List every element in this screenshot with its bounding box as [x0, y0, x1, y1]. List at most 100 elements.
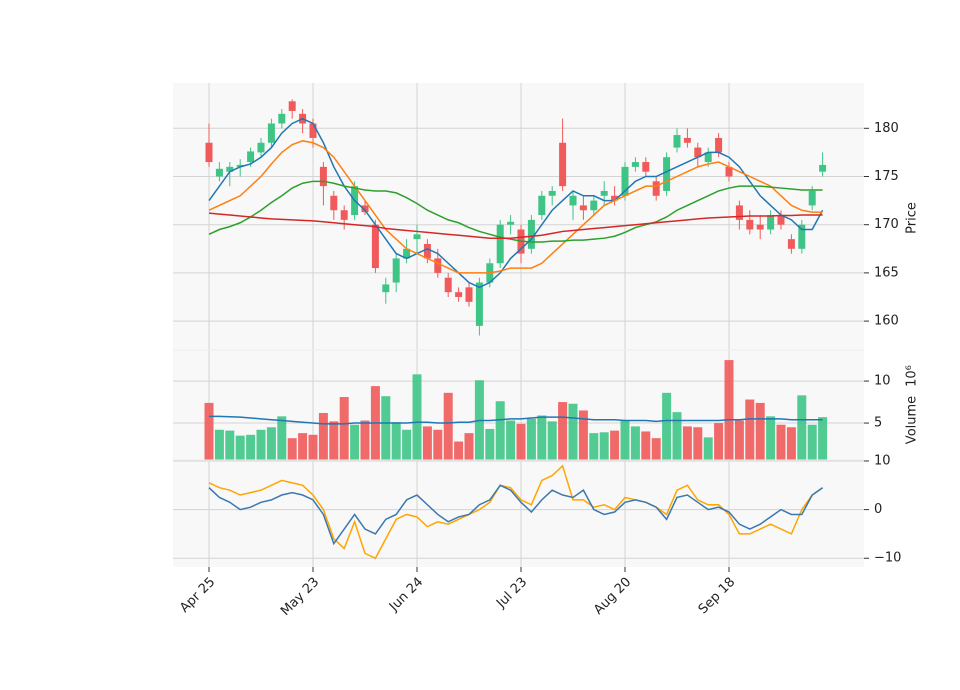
volume-bar — [402, 429, 412, 460]
candle-body — [423, 243, 431, 259]
candle-body — [236, 164, 244, 167]
x-tick-label: May 23 — [278, 575, 322, 619]
volume-bar — [641, 431, 651, 460]
y-tick-label: 0 — [874, 502, 882, 517]
x-tick-label: Jul 23 — [493, 575, 530, 612]
candle-body — [631, 162, 639, 167]
volume-bar — [662, 392, 672, 460]
volume-bar — [807, 424, 817, 460]
candle-body — [715, 137, 723, 153]
volume-bar — [266, 427, 276, 460]
y-tick-label: 165 — [874, 265, 899, 280]
volume-bar — [526, 418, 536, 460]
y-tick-label: 10 — [874, 374, 891, 389]
candle-body — [642, 162, 650, 172]
candle-body — [569, 195, 577, 206]
volume-bar — [214, 429, 224, 460]
volume-bar — [568, 403, 578, 460]
volume-bar — [225, 430, 235, 460]
volume-bar — [339, 397, 349, 460]
y-tick-label: 180 — [874, 121, 899, 136]
candle-body — [777, 215, 785, 225]
volume-bar — [589, 433, 599, 460]
volume-bar — [672, 412, 682, 460]
candle-body — [600, 190, 608, 196]
candle-body — [288, 101, 296, 111]
moving-average-line — [208, 140, 823, 274]
candle-body — [507, 221, 515, 225]
candle-body — [309, 123, 317, 138]
volume-bar — [797, 395, 807, 460]
candle-body — [663, 157, 671, 191]
candle-body — [444, 277, 452, 293]
volume-bar — [599, 432, 609, 460]
moving-average-line — [208, 180, 823, 243]
volume-bar — [776, 424, 786, 460]
volume-bar — [755, 402, 765, 460]
candle-body — [434, 258, 442, 273]
volume-bar — [287, 438, 297, 460]
candle-body — [683, 137, 691, 143]
volume-bar — [308, 434, 318, 460]
candle-body — [361, 205, 369, 213]
volume-bar — [464, 433, 474, 460]
volume-bar — [766, 416, 776, 460]
volume-bar — [610, 430, 620, 460]
volume-bar — [235, 435, 245, 460]
candle-body — [704, 152, 712, 163]
y-tick-label: 170 — [874, 217, 899, 232]
volume-bar — [485, 428, 495, 460]
candle-body — [527, 219, 535, 249]
candle-body — [725, 166, 733, 177]
volume-bar — [703, 437, 713, 460]
volume-bar — [693, 427, 703, 460]
candle-body — [413, 234, 421, 240]
candle-body — [330, 195, 338, 211]
volume-bar — [818, 417, 828, 460]
candle-body — [611, 195, 619, 201]
volume-bar — [412, 374, 422, 460]
volume-bar — [256, 429, 266, 460]
candle-body — [548, 190, 556, 196]
candle-body — [621, 166, 629, 196]
volume-bar — [422, 426, 432, 460]
candle-body — [226, 166, 234, 172]
volume-bar — [360, 420, 370, 460]
candle-body — [215, 168, 223, 177]
candle-body — [257, 142, 265, 153]
volume-bar — [558, 402, 568, 460]
volume-bar — [350, 424, 360, 460]
candle-body — [455, 292, 463, 297]
volume-bar — [381, 396, 391, 460]
volume-bar — [724, 360, 734, 460]
oscillator-line — [208, 484, 824, 546]
candle-body — [382, 284, 390, 293]
volume-bar — [298, 433, 308, 460]
candle-body — [756, 224, 764, 230]
candle-body — [819, 164, 827, 172]
volume-bar — [506, 420, 516, 460]
volume-bar — [578, 410, 588, 460]
volume-bar — [786, 427, 796, 460]
moving-average-line — [208, 212, 823, 239]
candle-body — [371, 224, 379, 269]
volume-offset-label: 10⁶ — [905, 365, 920, 387]
volume-bar — [433, 429, 443, 460]
candle-body — [559, 142, 567, 187]
candle-body — [267, 123, 275, 143]
volume-bar — [318, 412, 328, 460]
x-tick-label: Apr 25 — [177, 575, 218, 616]
volume-bar — [443, 392, 453, 460]
volume-bar — [454, 441, 464, 460]
y-tick-label: 10 — [874, 453, 891, 468]
candle-body — [340, 210, 348, 220]
candle-body — [465, 287, 473, 302]
volume-bar — [734, 420, 744, 460]
volume-bar — [682, 426, 692, 460]
volume-bar — [391, 422, 401, 460]
price-axis-label: Price — [905, 202, 920, 234]
volume-bar — [204, 402, 214, 460]
y-tick-label: 5 — [874, 416, 882, 431]
volume-bar — [745, 399, 755, 460]
